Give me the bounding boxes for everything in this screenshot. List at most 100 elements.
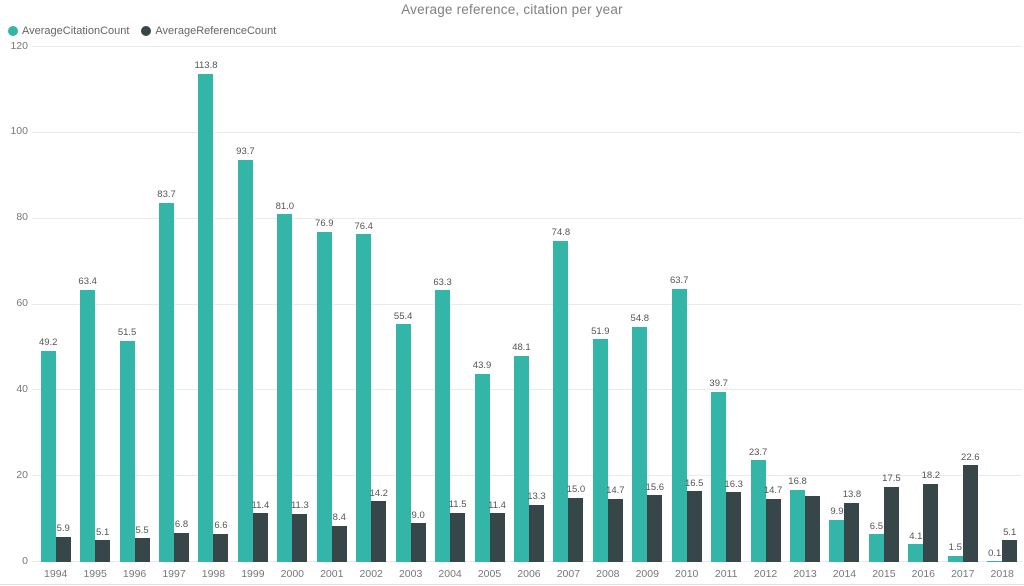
data-label-AverageReferenceCount-1997: 6.8 — [174, 519, 189, 531]
bar-AverageReferenceCount-2017[interactable] — [962, 465, 978, 562]
bar-AverageCitationCount-2017[interactable] — [947, 555, 963, 562]
year-group-1999: 93.7 11.4 1999 — [233, 47, 272, 579]
bar-AverageReferenceCount-2014[interactable] — [844, 502, 860, 562]
x-axis-label-2005: 2005 — [477, 568, 502, 580]
data-label-AverageCitationCount-1997: 83.7 — [157, 189, 176, 201]
year-group-2003: 55.4 9.0 2003 — [391, 47, 430, 579]
year-group-2004: 63.3 11.5 2004 — [430, 47, 469, 579]
bar-AverageReferenceCount-2013[interactable] — [805, 495, 821, 562]
bar-AverageCitationCount-2002[interactable] — [356, 234, 372, 562]
year-group-2010: 63.7 16.5 2010 — [667, 47, 706, 579]
x-axis-label-2017: 2017 — [951, 568, 975, 580]
bar-AverageCitationCount-2009[interactable] — [632, 326, 648, 562]
bar-AverageCitationCount-2001[interactable] — [316, 231, 332, 562]
x-axis-label-2009: 2009 — [635, 568, 659, 580]
data-label-AverageReferenceCount-1994: 5.9 — [56, 523, 70, 535]
data-label-AverageCitationCount-2010: 63.7 — [669, 275, 689, 287]
bar-AverageReferenceCount-2003[interactable] — [410, 523, 426, 562]
bar-AverageReferenceCount-2016[interactable] — [923, 483, 939, 562]
bar-AverageCitationCount-2010[interactable] — [671, 288, 687, 562]
bar-AverageCitationCount-2014[interactable] — [829, 519, 845, 562]
bar-AverageCitationCount-2015[interactable] — [868, 534, 884, 562]
bar-AverageCitationCount-1999[interactable] — [237, 159, 253, 562]
bar-AverageReferenceCount-2011[interactable] — [726, 492, 742, 562]
legend-item-AverageCitationCount[interactable]: AverageCitationCount — [8, 25, 129, 37]
data-label-AverageCitationCount-2004: 63.3 — [433, 276, 452, 288]
bar-AverageCitationCount-2011[interactable] — [711, 391, 727, 562]
year-group-2000: 81.0 11.3 2000 — [273, 47, 312, 579]
data-label-AverageReferenceCount-1996: 5.5 — [135, 524, 149, 536]
data-label-AverageCitationCount-2011: 39.7 — [709, 378, 728, 390]
chart-title: Average reference, citation per year — [401, 2, 623, 17]
year-group-2015: 6.5 17.5 2015 — [864, 47, 903, 579]
bar-AverageReferenceCount-1998[interactable] — [213, 533, 229, 562]
year-group-2013: 16.8 2013 — [785, 47, 824, 579]
bar-AverageReferenceCount-2000[interactable] — [292, 513, 308, 562]
x-axis-label-2000: 2000 — [280, 568, 305, 580]
x-axis-label-2012: 2012 — [753, 568, 778, 580]
gridline-60 — [32, 303, 1022, 305]
bar-AverageReferenceCount-1995[interactable] — [95, 540, 111, 562]
bar-AverageReferenceCount-2010[interactable] — [686, 491, 702, 562]
bar-AverageReferenceCount-2012[interactable] — [765, 498, 781, 562]
data-label-AverageReferenceCount-2003: 9.0 — [411, 509, 425, 521]
bar-AverageReferenceCount-2001[interactable] — [331, 525, 347, 562]
data-label-AverageReferenceCount-1999: 11.4 — [251, 499, 270, 511]
bar-AverageReferenceCount-1999[interactable] — [252, 513, 268, 562]
data-label-AverageCitationCount-1994: 49.2 — [38, 337, 58, 349]
bar-AverageCitationCount-1997[interactable] — [159, 202, 175, 562]
data-label-AverageReferenceCount-2004: 11.5 — [448, 499, 467, 511]
bar-AverageReferenceCount-2008[interactable] — [607, 498, 623, 562]
y-axis-tick-label: 120 — [10, 39, 28, 52]
bar-AverageReferenceCount-2005[interactable] — [489, 513, 505, 562]
x-axis-label-2016: 2016 — [911, 568, 936, 580]
bar-AverageReferenceCount-1996[interactable] — [134, 538, 150, 562]
bar-AverageReferenceCount-2004[interactable] — [450, 512, 466, 562]
data-label-AverageCitationCount-1998: 113.8 — [194, 60, 218, 72]
bar-AverageReferenceCount-2009[interactable] — [647, 495, 663, 562]
year-group-2001: 76.9 8.4 2001 — [312, 47, 351, 579]
data-label-AverageReferenceCount-2014: 13.8 — [842, 489, 862, 501]
bar-AverageCitationCount-1996[interactable] — [119, 340, 135, 562]
bar-AverageCitationCount-2012[interactable] — [750, 460, 766, 562]
bar-AverageCitationCount-2018[interactable] — [987, 561, 1003, 562]
x-axis-label-2003: 2003 — [398, 568, 423, 580]
bar-AverageCitationCount-2008[interactable] — [592, 339, 608, 562]
bar-AverageReferenceCount-2018[interactable] — [1002, 540, 1018, 562]
bar-AverageCitationCount-2003[interactable] — [395, 324, 411, 562]
bar-AverageCitationCount-2007[interactable] — [553, 240, 569, 562]
bar-AverageCitationCount-2013[interactable] — [790, 489, 806, 562]
data-label-AverageReferenceCount-2002: 14.2 — [369, 487, 388, 499]
data-label-AverageCitationCount-2008: 51.9 — [591, 325, 610, 337]
data-label-AverageReferenceCount-2015: 17.5 — [882, 473, 901, 485]
bar-AverageCitationCount-2000[interactable] — [277, 214, 293, 562]
bar-AverageCitationCount-1994[interactable] — [40, 350, 56, 562]
year-group-1997: 83.7 6.8 1997 — [154, 47, 193, 579]
legend-dot-icon — [8, 26, 18, 36]
bar-AverageReferenceCount-1997[interactable] — [174, 532, 190, 562]
bar-AverageReferenceCount-2015[interactable] — [883, 486, 899, 562]
bar-AverageReferenceCount-2006[interactable] — [528, 504, 544, 562]
bar-AverageCitationCount-2004[interactable] — [435, 290, 451, 562]
bar-AverageCitationCount-1998[interactable] — [198, 73, 214, 562]
y-axis-tick-label: 80 — [16, 211, 28, 224]
x-axis-label-1997: 1997 — [162, 568, 186, 580]
data-label-AverageReferenceCount-2017: 22.6 — [961, 451, 980, 463]
bar-AverageReferenceCount-2007[interactable] — [568, 497, 584, 562]
bar-AverageCitationCount-2006[interactable] — [513, 355, 529, 562]
bar-AverageCitationCount-2016[interactable] — [908, 544, 924, 562]
data-label-AverageReferenceCount-2006: 13.3 — [527, 491, 546, 503]
data-label-AverageReferenceCount-2007: 15.0 — [566, 484, 586, 496]
legend-label: AverageReferenceCount — [155, 25, 277, 37]
data-label-AverageReferenceCount-2010: 16.5 — [684, 477, 704, 489]
plot-area: 0 20 40 60 80 100 120 49.2 5.9 1994 63.4 5.1 1995 51.… — [10, 40, 1022, 579]
year-group-2014: 9.9 13.8 2014 — [825, 47, 864, 579]
bar-AverageCitationCount-1995[interactable] — [80, 289, 96, 562]
data-label-AverageReferenceCount-2011: 16.3 — [724, 478, 743, 490]
x-axis-label-1998: 1998 — [201, 568, 226, 580]
y-axis-tick-label: 40 — [16, 382, 28, 395]
legend-item-AverageReferenceCount[interactable]: AverageReferenceCount — [141, 25, 276, 37]
bar-AverageReferenceCount-1994[interactable] — [55, 536, 71, 562]
bar-AverageReferenceCount-2002[interactable] — [371, 501, 387, 562]
bar-AverageCitationCount-2005[interactable] — [474, 373, 490, 562]
